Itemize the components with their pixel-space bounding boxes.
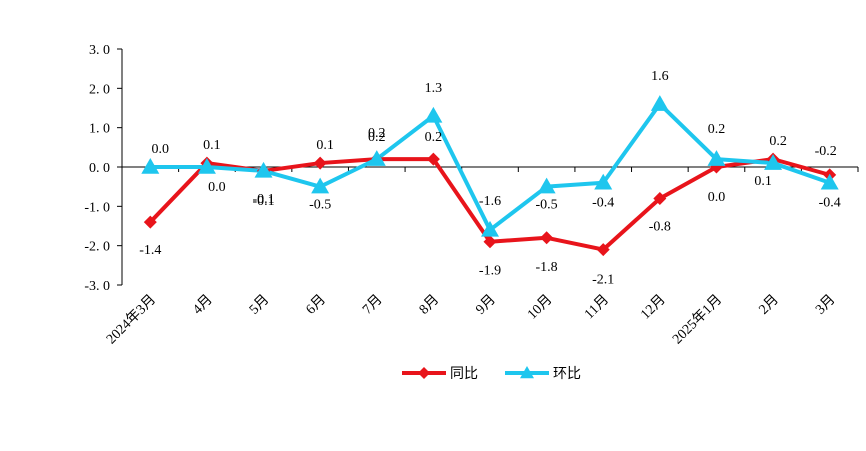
data-point-tongbi — [653, 191, 667, 205]
legend-label: 同比 — [450, 366, 478, 382]
data-point-tongbi — [313, 156, 327, 170]
data-point-tongbi — [540, 231, 554, 245]
data-label-tongbi: 0.1 — [203, 138, 221, 153]
data-label-tongbi: -1.9 — [479, 264, 501, 279]
data-label-huanbi: 1.3 — [425, 81, 443, 96]
y-tick-label: 3. 0 — [89, 43, 110, 58]
data-point-huanbi — [141, 158, 160, 174]
y-tick-label: -1. 0 — [84, 200, 110, 215]
data-label-tongbi: -1.8 — [536, 260, 558, 275]
data-label-tongbi: -0.8 — [649, 219, 671, 234]
data-label-tongbi: 0.2 — [769, 134, 787, 149]
data-label-huanbi: 1.6 — [651, 69, 669, 84]
category-label: 10月 — [524, 292, 555, 323]
category-label: 5月 — [246, 292, 272, 318]
series-layer — [141, 95, 839, 257]
data-point-tongbi — [596, 243, 610, 257]
data-point-huanbi — [197, 158, 216, 174]
data-label-huanbi: -0.5 — [536, 198, 558, 213]
data-label-tongbi: -0.1 — [252, 194, 274, 209]
data-label-tongbi: -2.1 — [592, 273, 614, 288]
data-point-huanbi — [537, 177, 556, 194]
data-label-huanbi: 0.2 — [368, 126, 386, 141]
data-point-huanbi — [424, 106, 443, 123]
data-point-huanbi — [650, 95, 669, 111]
category-label: 11月 — [581, 292, 612, 323]
data-point-tongbi — [143, 215, 157, 229]
legend-label: 环比 — [553, 366, 581, 382]
data-label-tongbi: 0.2 — [368, 130, 386, 145]
data-point-huanbi — [367, 150, 386, 166]
data-point-huanbi — [254, 161, 273, 178]
data-label-huanbi: -0.4 — [819, 196, 841, 211]
category-label: 2月 — [756, 292, 782, 318]
y-tick-label: -3. 0 — [84, 279, 110, 294]
data-point-huanbi — [311, 177, 330, 194]
data-label-huanbi: 0.0 — [152, 142, 170, 157]
data-label-tongbi: 0.2 — [425, 130, 443, 145]
category-label: 8月 — [416, 292, 442, 318]
data-label-tongbi: 0.0 — [708, 190, 726, 205]
data-point-huanbi — [481, 220, 499, 237]
data-point-huanbi — [594, 173, 613, 190]
legend-marker-diamond — [418, 367, 430, 379]
category-label: 7月 — [359, 292, 385, 318]
y-tick-label: 1. 0 — [89, 122, 110, 137]
y-tick-label: 2. 0 — [89, 82, 110, 97]
legend: 同比 环比 — [402, 366, 581, 382]
category-label: 3月 — [812, 292, 838, 318]
data-label-huanbi: 0.2 — [708, 122, 726, 137]
data-point-tongbi — [426, 152, 440, 166]
data-label-huanbi: -1.6 — [479, 194, 501, 209]
data-point-huanbi — [764, 154, 783, 170]
category-label: 2024年3月 — [103, 292, 159, 348]
data-point-huanbi — [707, 150, 726, 166]
category-label: 6月 — [303, 292, 329, 318]
data-label-huanbi: -0.5 — [309, 198, 331, 213]
legend-marker-triangle — [520, 366, 534, 379]
data-label-huanbi: -0.4 — [592, 196, 614, 211]
data-label-tongbi: -1.4 — [139, 243, 161, 258]
data-label-tongbi: 0.1 — [316, 138, 334, 153]
category-label: 4月 — [190, 292, 216, 318]
data-label-huanbi: 0.0 — [208, 180, 226, 195]
data-labels: -1.40.1-0.10.10.2 0.2-1.9 -1.8-2.1-0.80.00… — [139, 69, 841, 288]
data-label-huanbi: -0.1 — [252, 192, 274, 207]
category-label: 2025年1月 — [669, 292, 725, 348]
data-point-huanbi — [820, 173, 839, 190]
category-label: 12月 — [638, 292, 669, 323]
category-label: 9月 — [473, 292, 499, 318]
data-point-tongbi — [483, 235, 497, 249]
y-tick-label: 0. 0 — [89, 161, 110, 176]
data-label-huanbi: 0.1 — [754, 174, 772, 189]
y-tick-label: -2. 0 — [84, 240, 110, 255]
data-label-tongbi: -0.2 — [815, 144, 837, 159]
